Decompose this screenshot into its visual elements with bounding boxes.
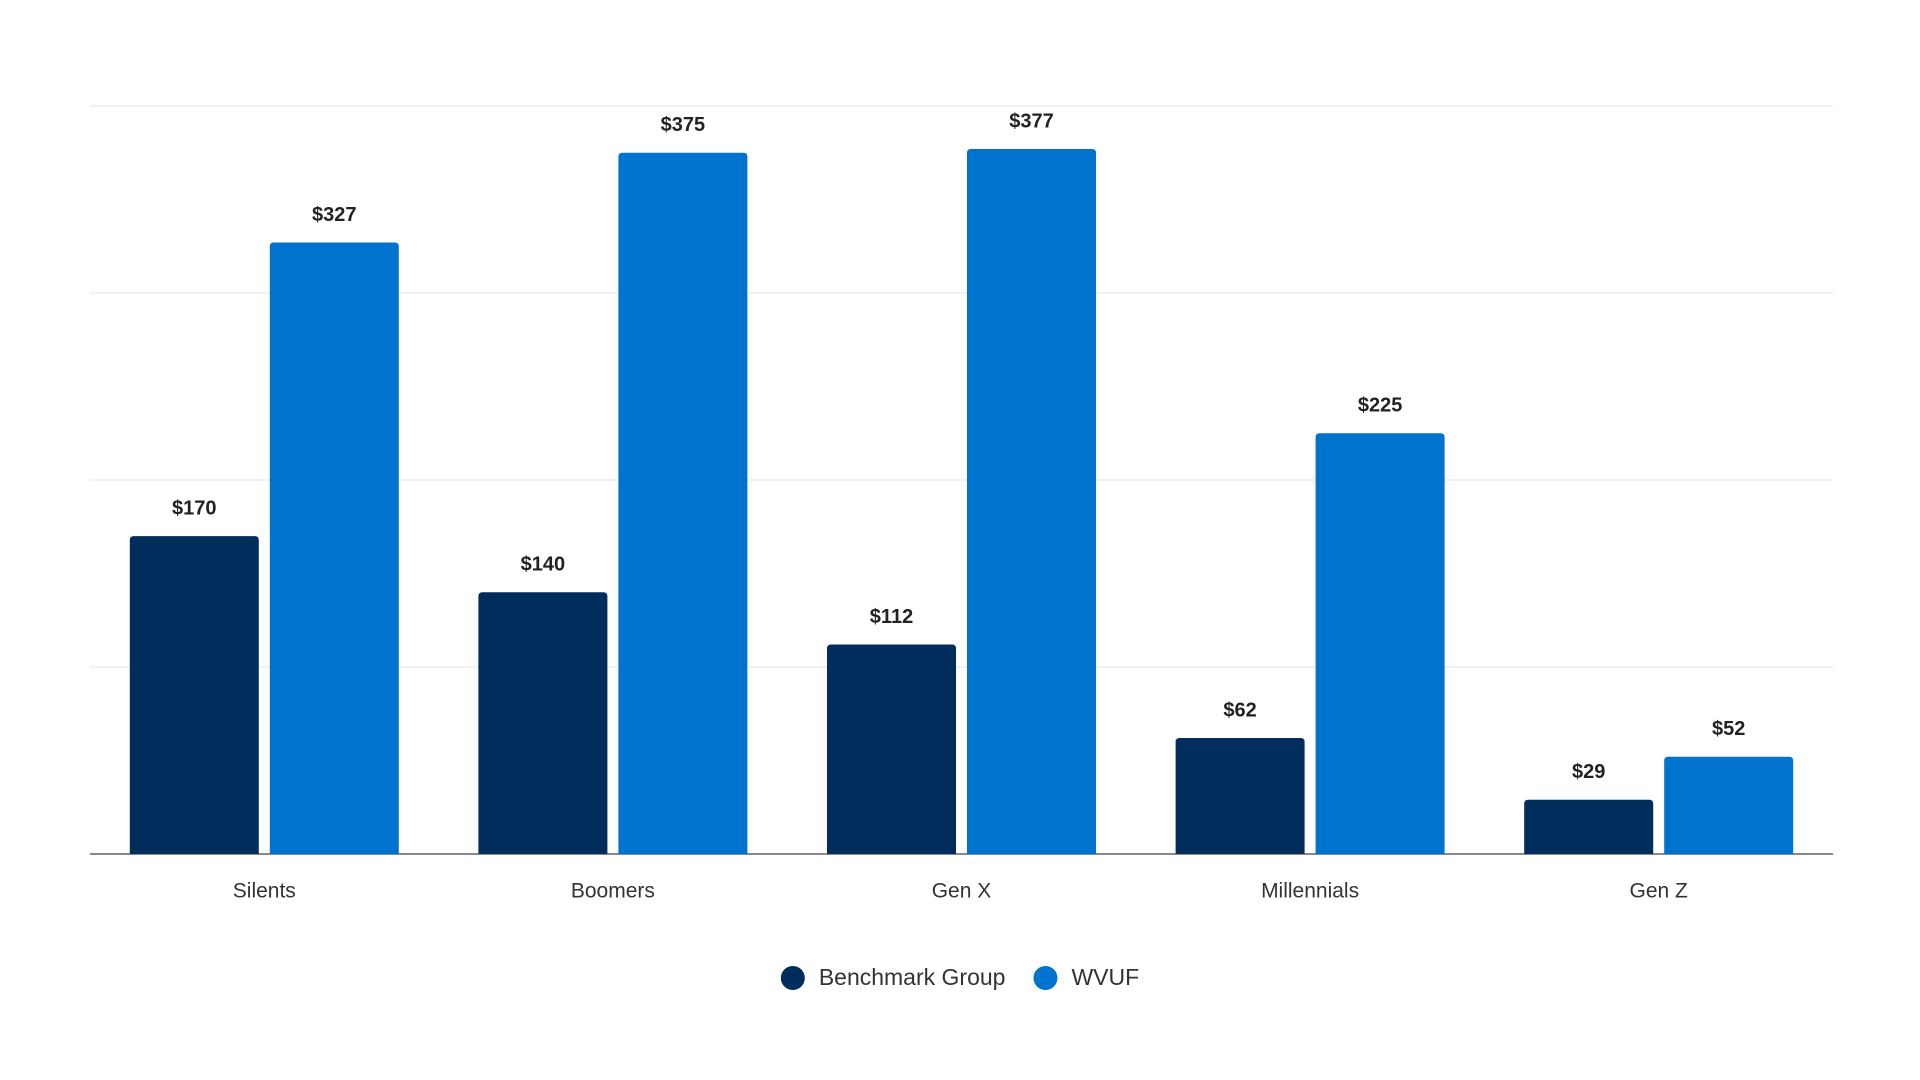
bar — [967, 149, 1096, 854]
legend-swatch — [1033, 966, 1058, 990]
x-tick-label: Boomers — [571, 880, 655, 903]
value-label: $52 — [1712, 718, 1745, 740]
bar — [618, 152, 748, 854]
legend-item: WVUF — [1033, 964, 1139, 990]
value-label: $375 — [661, 114, 706, 136]
legend-label: WVUF — [1071, 964, 1139, 990]
bar — [1524, 799, 1654, 854]
bar — [478, 592, 608, 854]
x-tick-label: Gen X — [932, 880, 992, 903]
bar — [269, 242, 399, 854]
value-label: $62 — [1223, 699, 1256, 721]
bar — [1664, 756, 1794, 854]
x-tick-label: Silents — [233, 880, 296, 903]
value-label: $225 — [1358, 395, 1403, 417]
value-label: $170 — [172, 497, 217, 519]
bar — [1315, 433, 1445, 854]
bar — [827, 644, 956, 854]
bar — [129, 536, 259, 854]
legend-label: Benchmark Group — [819, 964, 1006, 990]
value-label: $140 — [521, 553, 566, 575]
value-label: $327 — [312, 204, 357, 226]
x-tick-label: Gen Z — [1630, 880, 1689, 903]
value-label: $29 — [1572, 761, 1605, 783]
legend-swatch — [780, 966, 805, 990]
x-tick-label: Millennials — [1261, 880, 1359, 903]
value-label: $112 — [870, 606, 913, 628]
bar — [1175, 738, 1305, 854]
legend-item: Benchmark Group — [780, 964, 1006, 990]
value-label: $377 — [1009, 110, 1054, 132]
